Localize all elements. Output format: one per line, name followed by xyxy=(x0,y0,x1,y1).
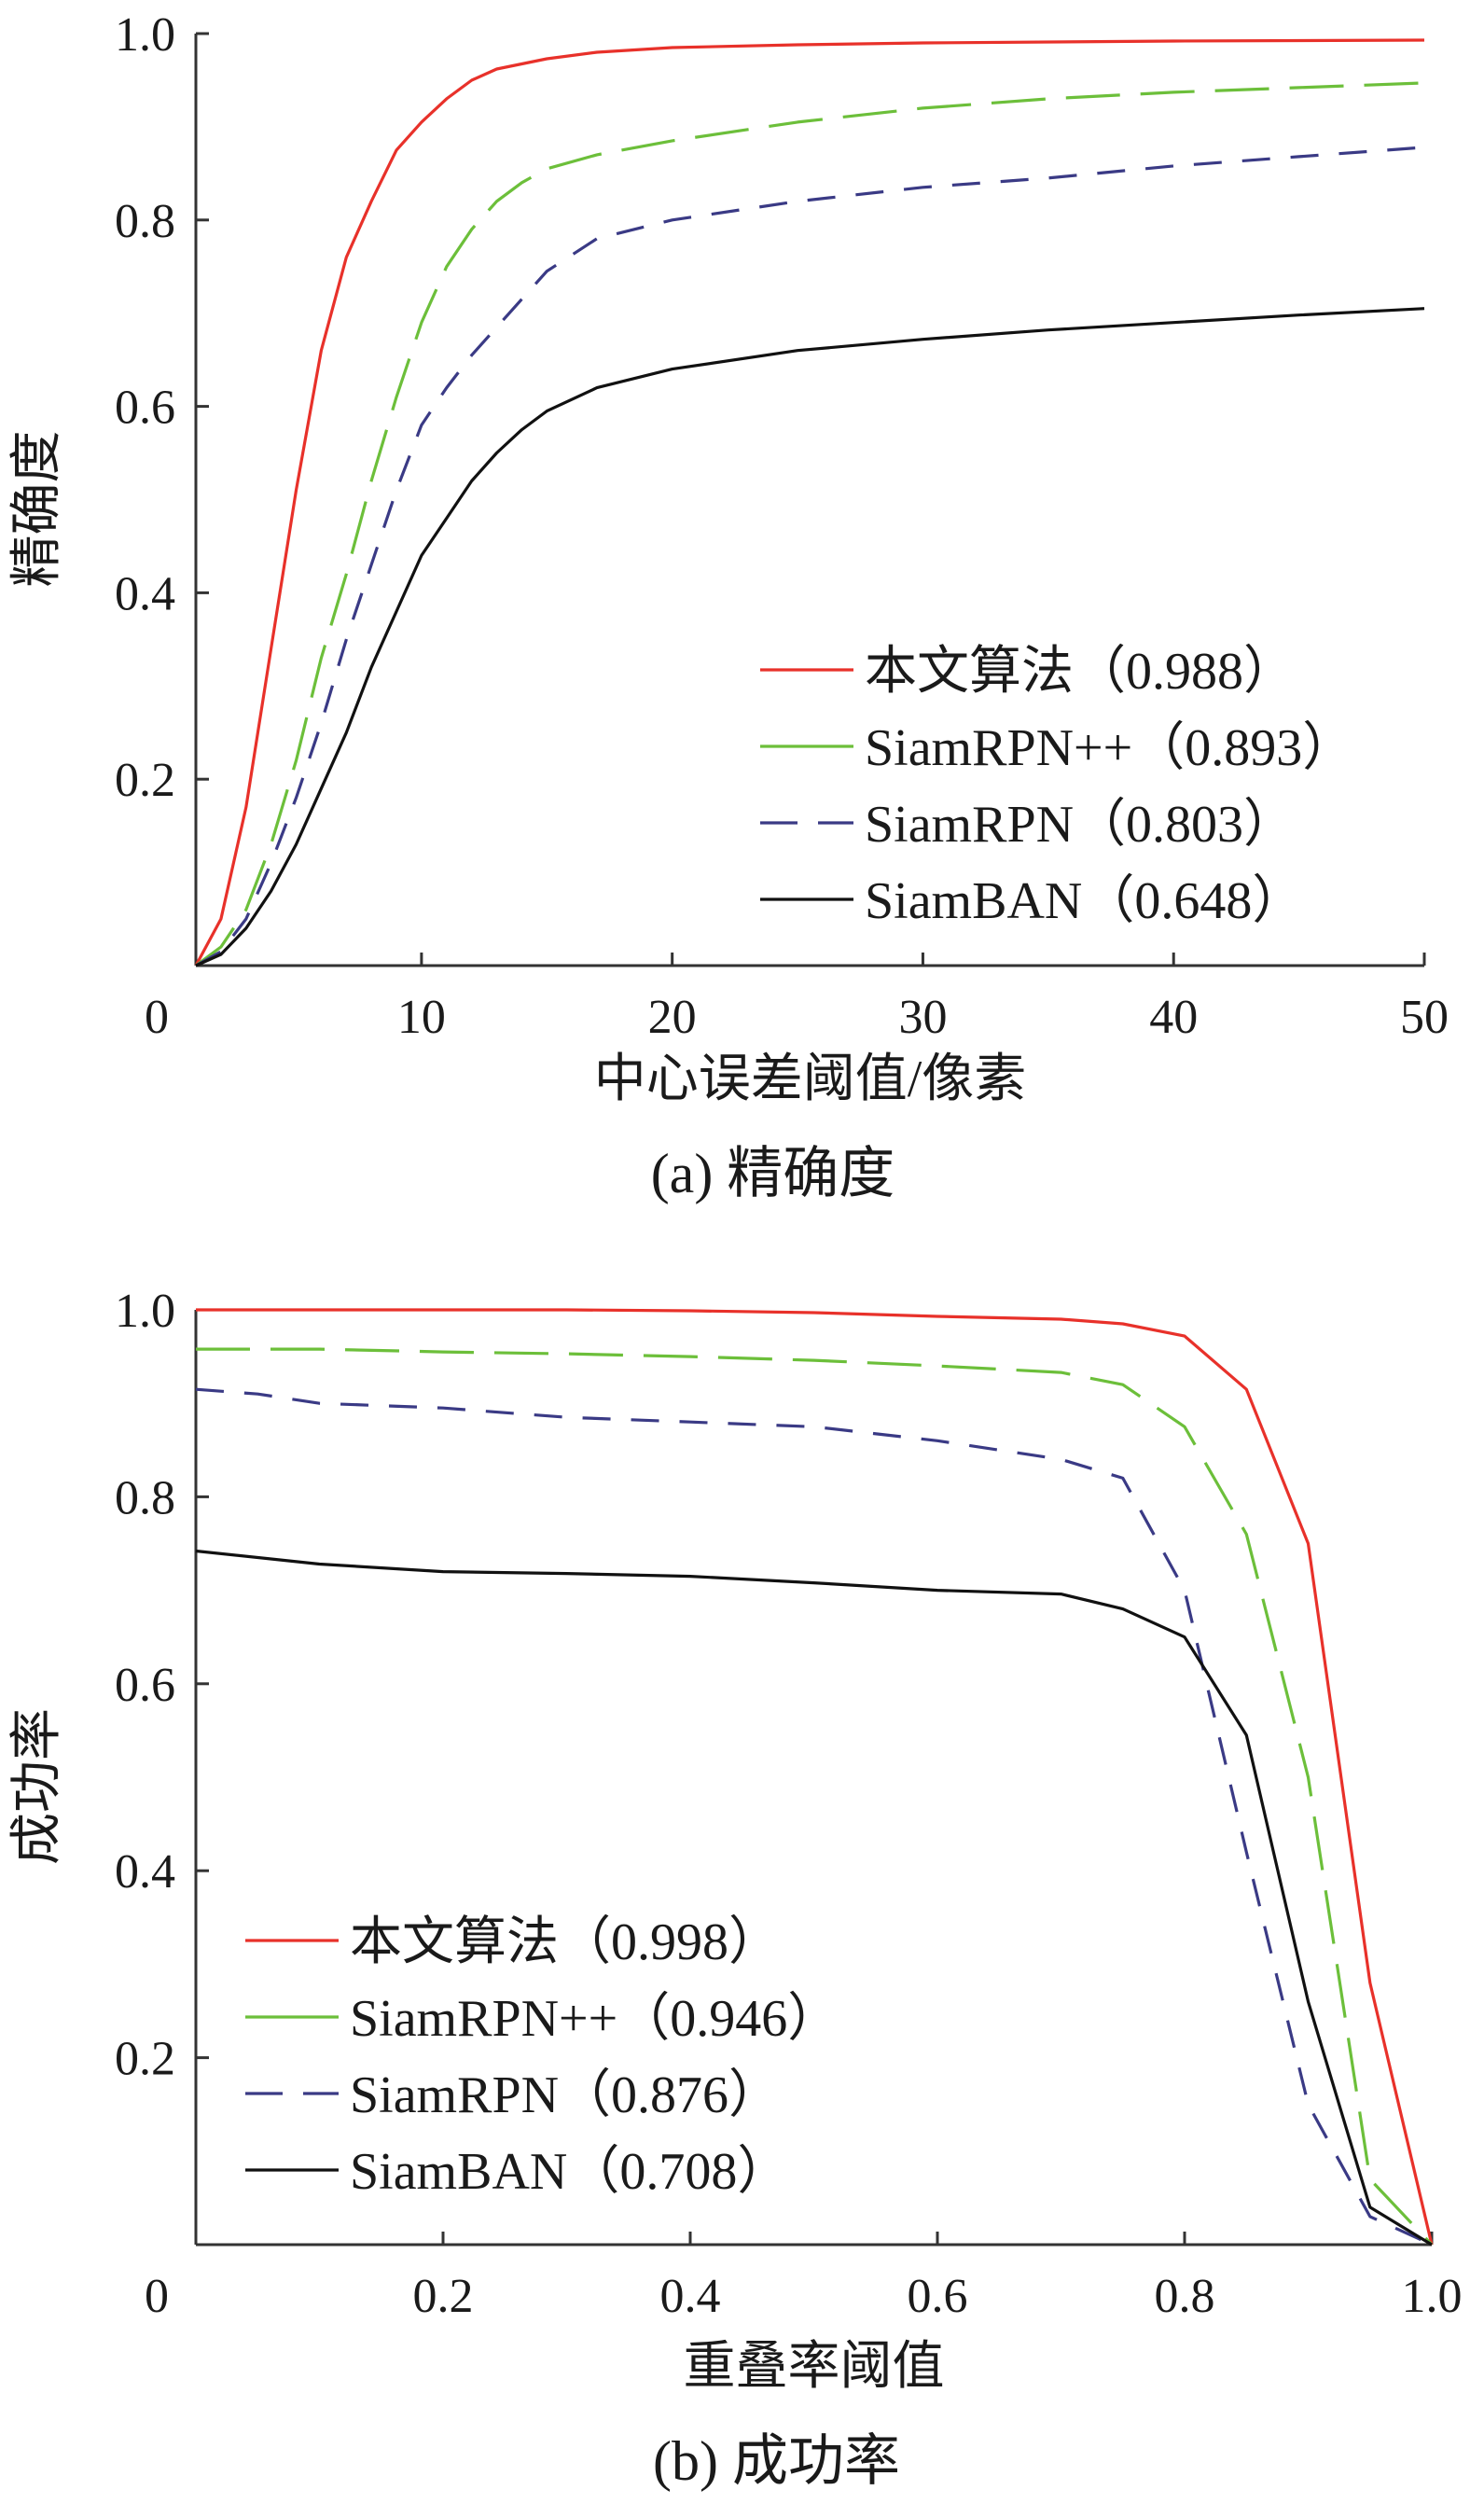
chart-caption: (b) 成功率 xyxy=(653,2430,900,2492)
x-tick-label: 0.2 xyxy=(413,2270,474,2323)
legend-label-2: SiamRPN++（0.946） xyxy=(350,1990,839,2048)
y-tick-label: 0.4 xyxy=(115,567,175,620)
y-axis-title: 成功率 xyxy=(8,1708,66,1865)
series-line-3 xyxy=(195,146,1425,967)
y-tick-label: 0.4 xyxy=(115,1845,175,1899)
series-line-2 xyxy=(196,1347,1434,2247)
y-tick-label: 0.6 xyxy=(115,1659,175,1712)
legend-label-1: 本文算法（0.988） xyxy=(865,643,1296,701)
x-tick-label: 0.6 xyxy=(908,2270,968,2323)
x-tick-label: 0.8 xyxy=(1155,2270,1215,2323)
legend-label-3: SiamRPN（0.876） xyxy=(350,2066,781,2124)
x-axis-title: 中心误差阈值/像素 xyxy=(594,1050,1027,1108)
legend-label-2: SiamRPN++（0.893） xyxy=(865,719,1354,777)
x-tick-label: 50 xyxy=(1400,991,1449,1044)
series-line-4 xyxy=(195,1549,1433,2247)
x-tick-label: 0 xyxy=(145,991,169,1044)
y-tick-label: 0.2 xyxy=(115,2033,175,2086)
legend-label-4: SiamBAN（0.708） xyxy=(350,2143,789,2201)
y-tick-label: 0.8 xyxy=(115,195,175,248)
x-tick-label: 30 xyxy=(898,991,947,1044)
x-tick-label: 0.4 xyxy=(660,2270,721,2323)
series-line-2 xyxy=(195,81,1425,967)
x-tick-label: 40 xyxy=(1149,991,1198,1044)
x-tick-label: 20 xyxy=(648,991,697,1044)
series-line-1 xyxy=(194,38,1425,967)
series-line-4 xyxy=(195,307,1425,967)
y-axis-title: 精确度 xyxy=(8,431,66,588)
series-line-1 xyxy=(196,1308,1434,2246)
y-tick-label: 0.8 xyxy=(115,1471,175,1524)
y-tick-label: 0.2 xyxy=(115,754,175,807)
x-tick-label: 10 xyxy=(397,991,446,1044)
legend-label-1: 本文算法（0.998） xyxy=(350,1913,781,1971)
x-axis-title: 重叠率阈值 xyxy=(684,2338,945,2396)
y-tick-label: 1.0 xyxy=(115,8,175,62)
legend-label-3: SiamRPN（0.803） xyxy=(865,796,1296,854)
x-tick-label: 0 xyxy=(145,2270,169,2323)
y-tick-label: 1.0 xyxy=(115,1285,175,1338)
y-tick-label: 0.6 xyxy=(115,382,175,435)
precision-chart: 0.2 0.4 0.6 0.8 1.0 0 10 20 30 40 50 本文算法（0.988） Sia… xyxy=(8,8,1449,1204)
chart-caption: (a) 精确度 xyxy=(651,1143,895,1204)
x-tick-label: 1.0 xyxy=(1402,2270,1463,2323)
success-rate-chart: 0.2 0.4 0.6 0.8 1.0 0 0.2 0.4 0.6 0.8 1.0 本文算法（0.99… xyxy=(8,1285,1463,2492)
legend-label-4: SiamBAN（0.648） xyxy=(865,872,1304,930)
series-line-3 xyxy=(195,1387,1433,2247)
